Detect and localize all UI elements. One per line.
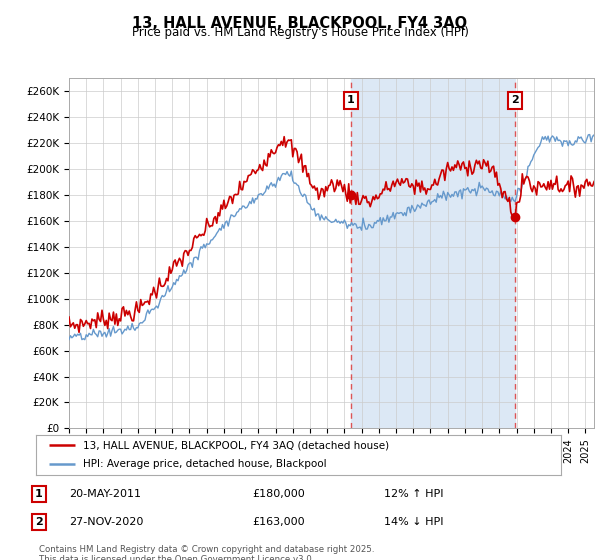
Text: 12% ↑ HPI: 12% ↑ HPI: [384, 489, 443, 499]
Text: 27-NOV-2020: 27-NOV-2020: [69, 517, 143, 527]
Text: 1: 1: [347, 95, 355, 105]
Text: Price paid vs. HM Land Registry's House Price Index (HPI): Price paid vs. HM Land Registry's House …: [131, 26, 469, 39]
Text: 1: 1: [35, 489, 43, 499]
Bar: [351, 78, 515, 428]
Text: HPI: Average price, detached house, Blackpool: HPI: Average price, detached house, Blac…: [83, 459, 327, 469]
Text: 14% ↓ HPI: 14% ↓ HPI: [384, 517, 443, 527]
Text: Contains HM Land Registry data © Crown copyright and database right 2025.
This d: Contains HM Land Registry data © Crown c…: [39, 545, 374, 560]
Text: £163,000: £163,000: [252, 517, 305, 527]
Text: 20-MAY-2011: 20-MAY-2011: [69, 489, 141, 499]
Text: £180,000: £180,000: [252, 489, 305, 499]
Text: 2: 2: [511, 95, 519, 105]
Text: 2: 2: [35, 517, 43, 527]
Text: 13, HALL AVENUE, BLACKPOOL, FY4 3AQ (detached house): 13, HALL AVENUE, BLACKPOOL, FY4 3AQ (det…: [83, 441, 389, 450]
Text: 13, HALL AVENUE, BLACKPOOL, FY4 3AQ: 13, HALL AVENUE, BLACKPOOL, FY4 3AQ: [133, 16, 467, 31]
